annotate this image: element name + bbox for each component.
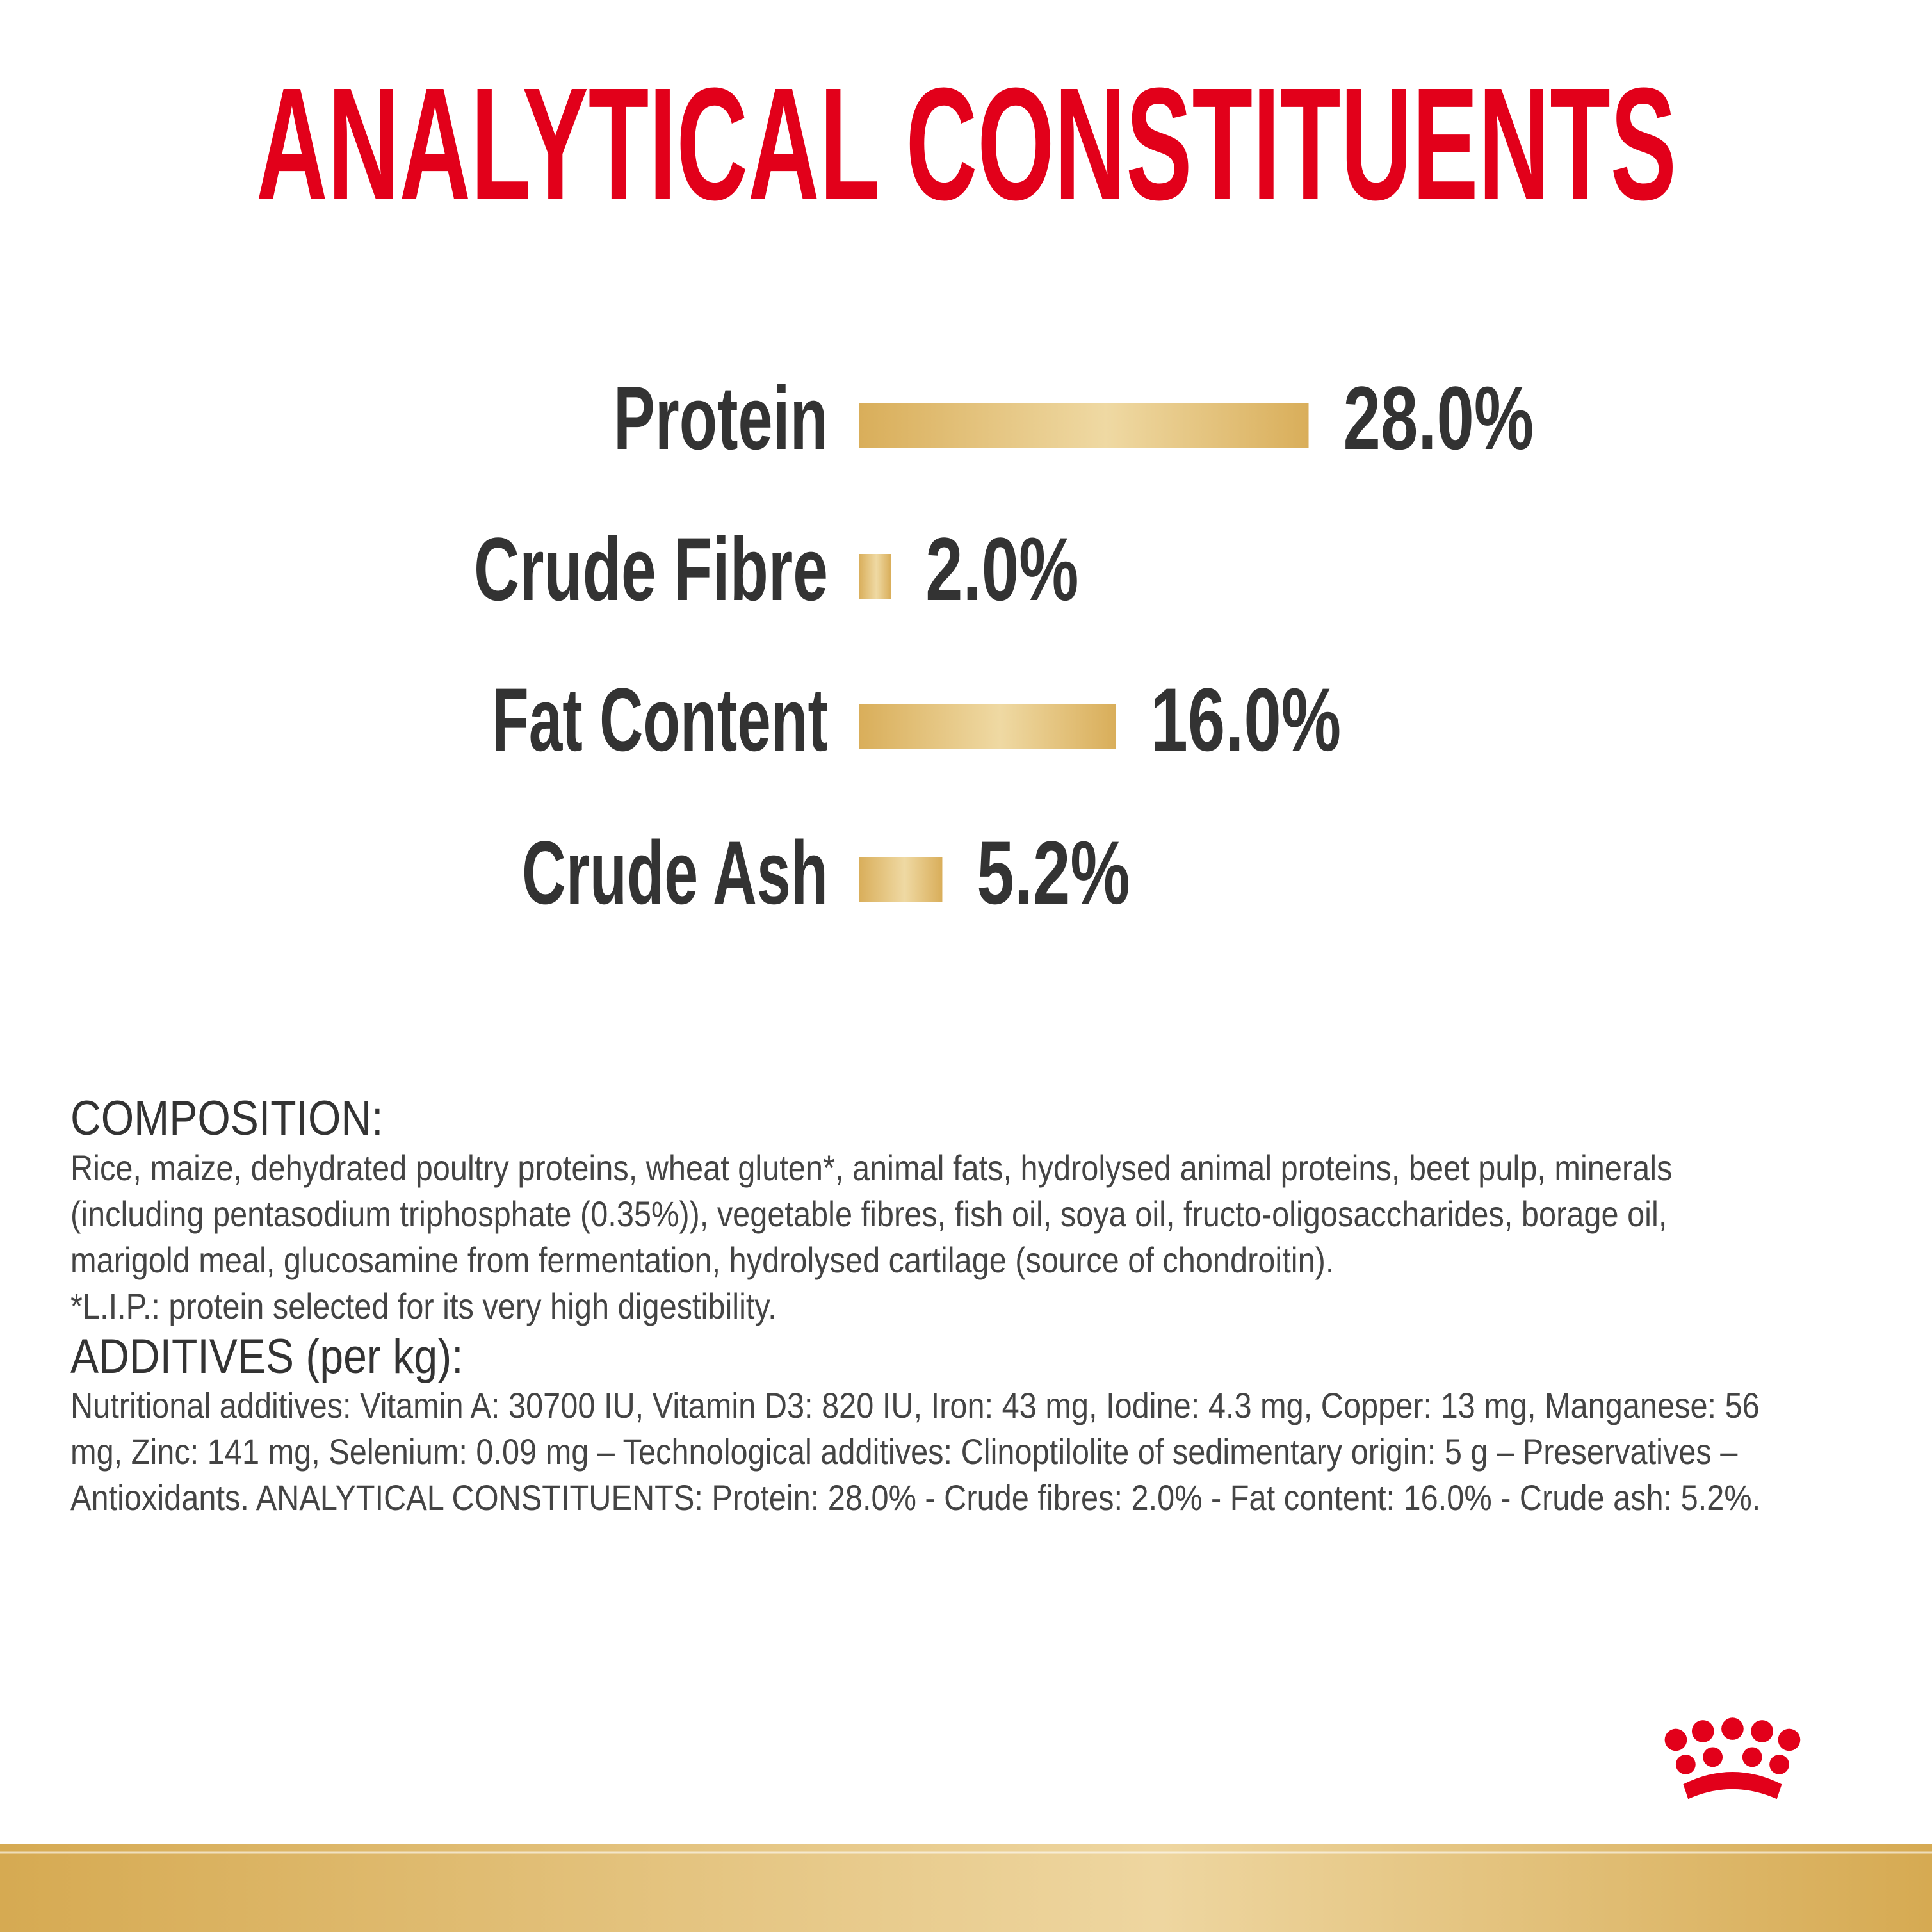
section-heading: COMPOSITION: — [70, 1092, 383, 1146]
body-line: (including pentasodium triphosphate (0.3… — [70, 1194, 1667, 1235]
body-line: marigold meal, glucosamine from fermenta… — [70, 1240, 1334, 1281]
category-label: Fat Content — [492, 669, 828, 770]
logo — [1664, 1717, 1801, 1799]
section-heading: ADDITIVES (per kg): — [70, 1330, 463, 1384]
category-label: Crude Fibre — [474, 519, 828, 619]
composition-text: COMPOSITION:Rice, maize, dehydrated poul… — [70, 1092, 1760, 1518]
body-line: Nutritional additives: Vitamin A: 30700 … — [70, 1386, 1760, 1426]
footer-band — [0, 1844, 1932, 1932]
body-line: Antioxidants. ANALYTICAL CONSTITUENTS: P… — [70, 1478, 1760, 1518]
body-line: Rice, maize, dehydrated poultry proteins… — [70, 1148, 1672, 1189]
category-label: Protein — [613, 368, 828, 468]
value-label: 5.2% — [977, 823, 1130, 923]
body-line: *L.I.P.: protein selected for its very h… — [70, 1287, 777, 1327]
bar — [859, 554, 891, 599]
category-label: Crude Ash — [522, 822, 828, 923]
bars: Protein 28.0% Crude Fibre 2.0% Fat Content 16… — [474, 368, 1534, 923]
value-label: 28.0% — [1343, 368, 1534, 468]
value-label: 2.0% — [925, 519, 1078, 619]
body-line: mg, Zinc: 141 mg, Selenium: 0.09 mg – Te… — [70, 1432, 1738, 1472]
chart-title: ANALYTICAL CONSTITUENTS — [256, 54, 1676, 233]
bar — [859, 704, 1116, 749]
value-label: 16.0% — [1150, 670, 1341, 770]
bar — [859, 403, 1309, 448]
bar — [859, 857, 943, 902]
